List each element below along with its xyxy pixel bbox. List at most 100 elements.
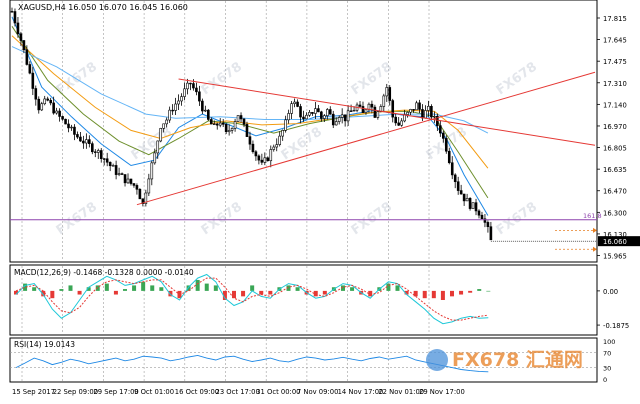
macd-histogram-bar: [486, 290, 491, 292]
macd-histogram-bar: [295, 287, 300, 291]
macd-histogram-bar: [23, 283, 28, 291]
candle-body: [79, 136, 82, 142]
candle-body: [358, 104, 362, 107]
candle-body: [174, 103, 177, 111]
macd-histogram-bar: [313, 290, 318, 297]
candle-body: [334, 121, 338, 126]
candle-body: [323, 115, 326, 119]
candle-body: [239, 115, 243, 120]
macd-histogram-bar: [404, 290, 409, 295]
candle-body: [230, 128, 234, 131]
macd-histogram-bar: [259, 290, 264, 295]
candle-body: [314, 108, 317, 114]
y-tick-label: 17.645: [603, 37, 627, 45]
macd-histogram-bar: [449, 290, 454, 297]
candle-body: [215, 123, 219, 126]
candle-body: [58, 110, 61, 117]
candle-body: [415, 102, 418, 111]
candle-body: [427, 106, 430, 111]
candle-body: [278, 135, 282, 145]
candle-body: [162, 123, 165, 129]
macd-histogram-bar: [431, 290, 436, 299]
candle-body: [43, 98, 47, 105]
candle-body: [444, 138, 448, 152]
candle-body: [325, 109, 329, 116]
y-tick-label: 17.475: [603, 58, 627, 66]
candle-body: [477, 210, 481, 216]
candle-body: [248, 136, 252, 145]
macd-pane-frame: [9, 264, 598, 336]
candle-body: [64, 118, 67, 125]
candle-body: [284, 119, 287, 131]
candle-body: [186, 82, 189, 90]
candle-body: [218, 122, 222, 126]
macd-histogram-bar: [122, 289, 127, 291]
candle-body: [394, 116, 398, 124]
candle-body: [207, 109, 210, 120]
candle-body: [471, 202, 475, 209]
macd-histogram-bar: [86, 287, 91, 291]
trendline: [136, 71, 596, 206]
y-tick-label: 15.965: [603, 253, 627, 261]
candle-body: [436, 115, 439, 126]
macd-histogram-bar: [104, 283, 109, 291]
candle-body: [275, 144, 279, 148]
candle-body: [85, 139, 88, 144]
x-tick-label: 9 Oct 01:00: [134, 388, 174, 396]
watermark-text: FX678: [199, 60, 245, 99]
macd-histogram-bar: [440, 290, 445, 300]
candle-body: [349, 110, 353, 112]
watermark-text: FX678: [494, 60, 540, 99]
moving-average-layer: [11, 16, 489, 216]
candle-body: [138, 188, 142, 200]
macd-histogram-bar: [14, 290, 18, 295]
candle-body: [168, 109, 171, 121]
candle-body: [320, 111, 323, 119]
candle-body: [111, 165, 115, 167]
candle-body: [251, 143, 255, 153]
candle-body: [266, 157, 270, 162]
macd-histogram-bar: [340, 285, 345, 291]
candle-body: [242, 118, 246, 125]
candle-body: [171, 109, 174, 112]
macd-layer: 0.00 -0.1875: [14, 273, 629, 330]
x-tick-label: 31 Oct 00:00: [256, 388, 300, 396]
candle-body: [180, 96, 183, 102]
macd-histogram-bar: [286, 285, 291, 291]
candle-body: [55, 110, 58, 114]
rsi-y-tick-label: 30: [603, 365, 611, 373]
candle-body: [233, 121, 237, 129]
candle-body: [129, 178, 133, 184]
candle-body: [126, 178, 130, 184]
candle-body: [212, 123, 216, 126]
rsi-y-tick-label: 0: [603, 376, 607, 384]
macd-title: MACD(12,26,9) -0.1468 -0.1328 0.0000 -0.…: [14, 268, 194, 277]
candle-body: [453, 174, 457, 183]
candle-body: [153, 152, 157, 164]
candle-body: [486, 222, 490, 228]
candle-body: [391, 100, 395, 118]
trendline: [178, 78, 596, 146]
trendline-layer: [136, 71, 596, 206]
fib-label: 161.8: [583, 212, 602, 220]
candle-body: [269, 149, 273, 162]
candle-body: [70, 126, 73, 129]
macd-histogram-bar: [113, 290, 118, 295]
fib-layer: 161.8 16.060: [10, 212, 640, 252]
candle-body: [376, 111, 380, 118]
rsi-y-tick-label: 70: [603, 349, 611, 357]
x-tick-label: 23 Oct 17:00: [216, 388, 260, 396]
candle-body: [257, 155, 261, 161]
macd-histogram-bar: [213, 285, 218, 291]
y-tick-label: 16.970: [603, 123, 627, 131]
candle-body: [22, 40, 26, 51]
candle-body: [224, 124, 228, 133]
candle-body: [19, 33, 23, 41]
macd-histogram-bar: [322, 290, 327, 295]
macd-histogram-bar: [132, 285, 137, 291]
macd-histogram-bar: [231, 290, 236, 299]
x-tick-label: 15 Sep 2017: [12, 388, 55, 396]
macd-histogram-bar: [222, 290, 227, 300]
